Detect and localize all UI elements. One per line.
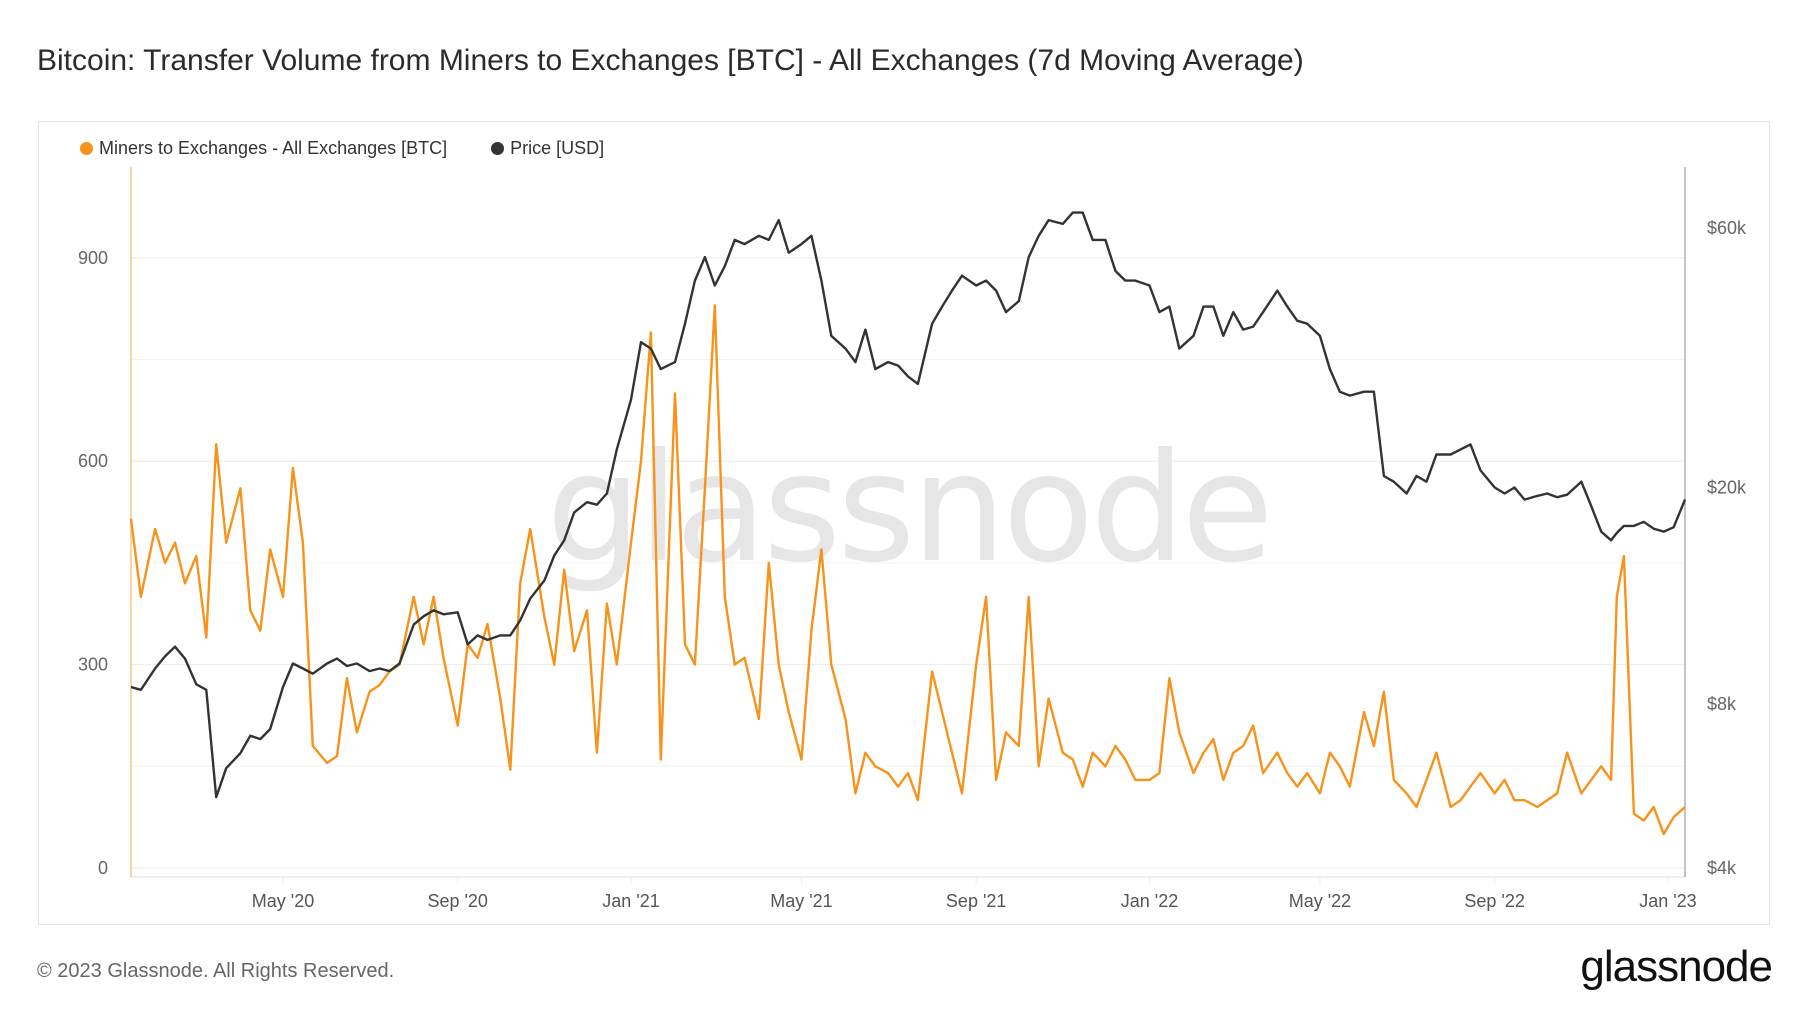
y-right-tick-label: $8k: [1707, 694, 1737, 714]
y-right-tick-label: $4k: [1707, 858, 1737, 878]
legend-item-miners[interactable]: Miners to Exchanges - All Exchanges [BTC…: [80, 138, 447, 159]
legend-dot-orange: [80, 142, 93, 155]
chart-container: [38, 121, 1770, 925]
chart-title: Bitcoin: Transfer Volume from Miners to …: [37, 44, 1304, 77]
legend-item-price[interactable]: Price [USD]: [491, 138, 604, 159]
copyright: © 2023 Glassnode. All Rights Reserved.: [37, 960, 395, 982]
y-left-tick-label: 300: [78, 655, 108, 675]
legend-dot-dark: [491, 142, 505, 155]
x-tick-label: Sep '20: [427, 891, 488, 911]
y-left-tick-label: 900: [78, 248, 108, 268]
legend: Miners to Exchanges - All Exchanges [BTC…: [80, 138, 604, 159]
x-tick-label: May '22: [1289, 891, 1351, 911]
y-right-tick-label: $20k: [1707, 478, 1747, 498]
x-tick-label: May '20: [252, 891, 314, 911]
legend-label: Price [USD]: [510, 138, 605, 158]
y-left-tick-label: 600: [78, 451, 108, 471]
x-tick-label: Sep '22: [1464, 891, 1525, 911]
series-line-price: [130, 211, 1687, 799]
x-tick-label: Jan '21: [602, 891, 659, 911]
x-tick-label: Jan '22: [1121, 891, 1178, 911]
glassnode-logo: glassnode: [1580, 942, 1773, 991]
y-left-tick-label: 0: [98, 858, 108, 878]
x-tick-label: May '21: [770, 891, 832, 911]
y-right-tick-label: $60k: [1707, 218, 1747, 238]
x-tick-label: Sep '21: [946, 891, 1007, 911]
x-tick-label: Jan '23: [1639, 891, 1696, 911]
legend-label: Miners to Exchanges - All Exchanges [BTC…: [99, 138, 448, 158]
